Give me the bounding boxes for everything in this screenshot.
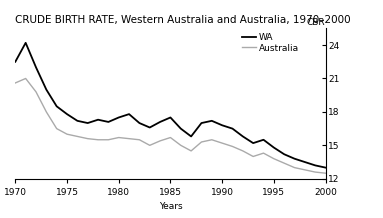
WA	[23, 41, 28, 44]
Australia	[158, 140, 162, 142]
Australia	[230, 145, 235, 148]
WA	[189, 135, 193, 138]
WA	[282, 153, 286, 156]
WA	[54, 105, 59, 108]
WA	[44, 88, 49, 91]
Australia	[13, 82, 18, 84]
Australia	[220, 142, 224, 144]
Australia	[303, 169, 307, 171]
Australia	[54, 127, 59, 130]
WA	[272, 146, 276, 149]
Australia	[168, 136, 173, 139]
WA	[34, 66, 38, 69]
WA	[147, 126, 152, 129]
WA	[261, 138, 266, 141]
Text: CRUDE BIRTH RATE, Western Australia and Australia, 1970–2000: CRUDE BIRTH RATE, Western Australia and …	[15, 15, 351, 25]
WA	[178, 127, 183, 130]
Australia	[241, 150, 245, 152]
Australia	[106, 138, 111, 141]
WA	[13, 60, 18, 63]
Australia	[44, 111, 49, 113]
WA	[96, 118, 100, 121]
Australia	[23, 77, 28, 80]
WA	[251, 142, 255, 144]
X-axis label: Years: Years	[159, 202, 182, 211]
Australia	[34, 90, 38, 93]
WA	[158, 121, 162, 123]
WA	[292, 157, 297, 160]
WA	[85, 122, 90, 124]
WA	[241, 135, 245, 138]
Australia	[75, 135, 80, 138]
Australia	[127, 137, 131, 140]
WA	[199, 122, 204, 124]
WA	[210, 119, 214, 122]
WA	[303, 161, 307, 163]
WA	[323, 166, 328, 169]
Australia	[210, 138, 214, 141]
WA	[65, 113, 69, 116]
WA	[230, 127, 235, 130]
Line: WA: WA	[15, 43, 326, 168]
Australia	[85, 137, 90, 140]
Australia	[96, 138, 100, 141]
WA	[75, 119, 80, 122]
Australia	[189, 150, 193, 152]
Australia	[272, 157, 276, 160]
Australia	[116, 136, 121, 139]
Australia	[313, 171, 318, 173]
Line: Australia: Australia	[15, 78, 326, 173]
WA	[116, 116, 121, 119]
WA	[137, 122, 142, 124]
Australia	[251, 155, 255, 158]
Australia	[261, 152, 266, 154]
Australia	[292, 166, 297, 169]
Australia	[323, 172, 328, 174]
Legend: WA, Australia: WA, Australia	[242, 33, 300, 53]
WA	[313, 164, 318, 167]
WA	[220, 124, 224, 127]
Australia	[137, 138, 142, 141]
Australia	[199, 141, 204, 143]
Australia	[65, 133, 69, 136]
Text: CBR: CBR	[307, 18, 326, 27]
WA	[106, 121, 111, 123]
Australia	[282, 162, 286, 164]
WA	[168, 116, 173, 119]
WA	[127, 113, 131, 116]
Australia	[147, 144, 152, 147]
Australia	[178, 144, 183, 147]
